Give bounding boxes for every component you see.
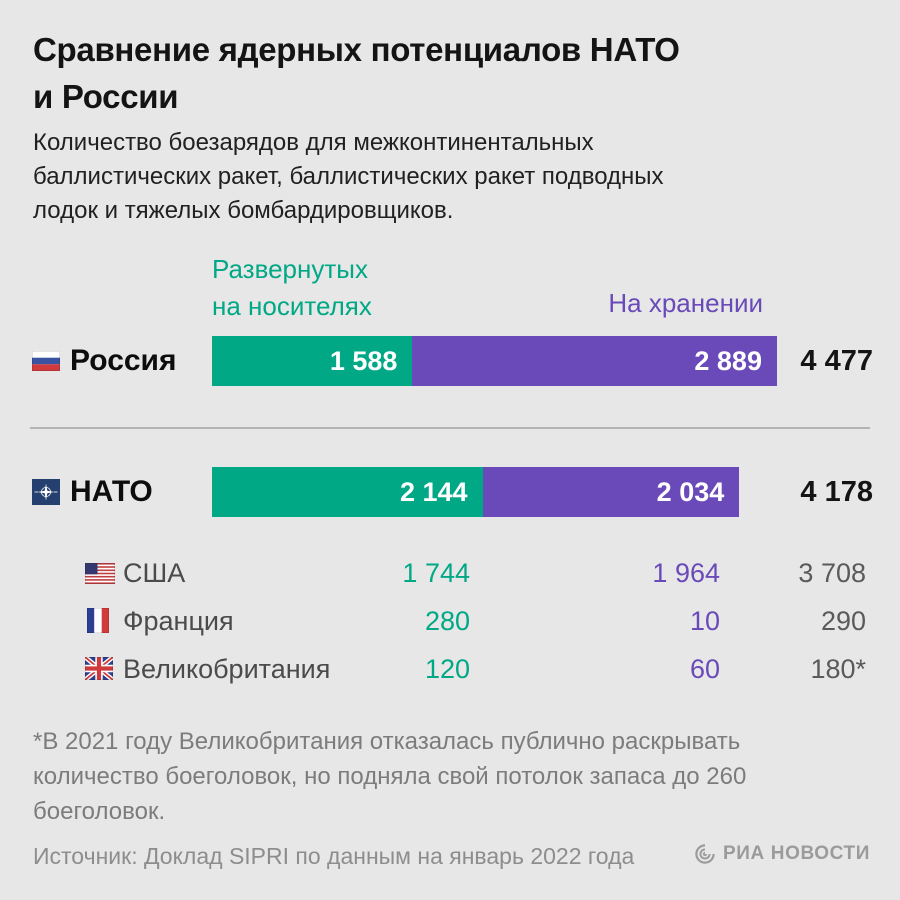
member-deployed-usa: 1 744 — [402, 558, 470, 588]
divider-line — [30, 427, 870, 429]
nato-total: 4 178 — [800, 476, 873, 508]
member-total-uk: 180* — [810, 654, 866, 684]
russia-storage-segment: 2 889 — [412, 336, 777, 386]
russia-bar: 1 588 2 889 — [212, 336, 777, 386]
member-total-france: 290 — [820, 606, 866, 636]
russia-flag-icon — [32, 351, 60, 371]
footnote: *В 2021 году Великобритания отказалась п… — [33, 728, 747, 825]
nato-deployed-value: 2 144 — [399, 477, 468, 507]
member-label-france: Франция — [123, 606, 234, 636]
ria-novosti-logo: РИА НОВОСТИ — [694, 843, 870, 865]
usa-flag-icon — [85, 563, 115, 584]
nato-storage-segment: 2 034 — [482, 467, 740, 517]
row-label-russia: Россия — [70, 344, 177, 377]
row-label-nato: НАТО — [70, 475, 153, 508]
russia-row: Россия 1 588 2 889 4 477 — [0, 336, 900, 386]
member-deployed-uk: 120 — [424, 654, 470, 684]
nato-storage-value: 2 034 — [656, 477, 725, 507]
source-text: Источник: Доклад SIPRI по данным на янва… — [33, 843, 635, 869]
russia-deployed-segment: 1 588 — [212, 336, 413, 386]
member-storage-uk: 60 — [689, 654, 720, 684]
nato-row: НАТО 2 144 2 034 4 178 — [0, 467, 900, 517]
member-row-usa: США 1 744 1 964 3 708 — [0, 549, 900, 597]
globe-icon — [695, 844, 715, 864]
member-label-uk: Великобритания — [123, 654, 331, 684]
member-storage-usa: 1 964 — [652, 558, 720, 588]
brand-name: РИА НОВОСТИ — [723, 843, 870, 864]
russia-storage-value: 2 889 — [694, 346, 762, 376]
legend-deployed-label: Развернутых на носителях — [212, 254, 372, 321]
subtitle: Количество боезарядов для межконтинентал… — [33, 129, 664, 224]
member-deployed-france: 280 — [424, 606, 470, 636]
member-row-france: Франция 280 10 290 — [0, 597, 900, 645]
france-flag-icon — [87, 608, 109, 633]
member-row-uk: Великобритания 120 60 180* — [0, 645, 900, 693]
russia-deployed-value: 1 588 — [329, 346, 398, 376]
page-title: Сравнение ядерных потенциалов НАТО и Рос… — [33, 31, 680, 115]
russia-total: 4 477 — [800, 345, 873, 377]
legend-storage-label: На хранении — [608, 288, 763, 318]
nato-flag-icon — [32, 479, 60, 505]
member-storage-france: 10 — [689, 606, 720, 636]
nato-bar: 2 144 2 034 — [212, 467, 740, 517]
nato-deployed-segment: 2 144 — [212, 467, 483, 517]
member-total-usa: 3 708 — [798, 558, 866, 588]
member-label-usa: США — [123, 558, 186, 588]
uk-flag-icon — [85, 657, 113, 680]
